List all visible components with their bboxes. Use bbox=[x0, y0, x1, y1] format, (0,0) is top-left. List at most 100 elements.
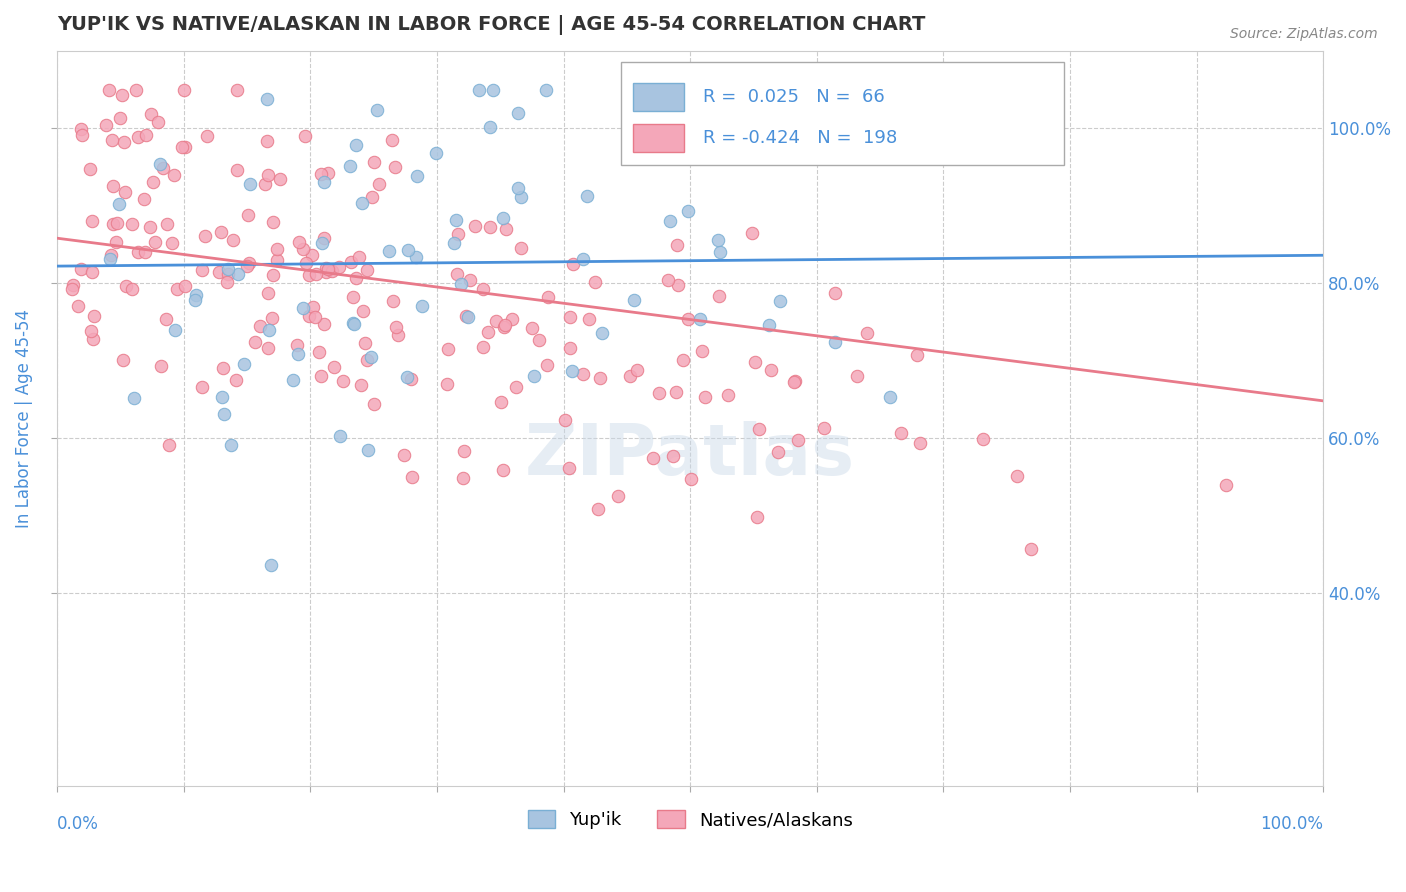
Point bbox=[191, 380, 214, 394]
Text: YUP'IK VS NATIVE/ALASKAN IN LABOR FORCE | AGE 45-54 CORRELATION CHART: YUP'IK VS NATIVE/ALASKAN IN LABOR FORCE … bbox=[58, 15, 925, 35]
Point bbox=[758, 318, 780, 332]
Point bbox=[453, 444, 475, 458]
Point bbox=[332, 375, 354, 389]
Point bbox=[259, 323, 281, 337]
Point bbox=[287, 347, 309, 361]
Point bbox=[554, 413, 576, 427]
Point bbox=[591, 326, 613, 340]
Point bbox=[262, 268, 284, 282]
Text: 0.0%: 0.0% bbox=[58, 815, 100, 833]
Point bbox=[139, 219, 162, 234]
Point bbox=[143, 235, 166, 250]
FancyBboxPatch shape bbox=[633, 83, 683, 112]
Point bbox=[101, 217, 124, 231]
Point bbox=[311, 235, 333, 250]
Point bbox=[111, 352, 134, 367]
Point bbox=[561, 364, 583, 378]
Point bbox=[294, 129, 316, 144]
Point bbox=[287, 235, 309, 250]
Point bbox=[766, 444, 789, 458]
Point bbox=[890, 425, 912, 440]
Point bbox=[281, 373, 304, 387]
Point bbox=[253, 177, 276, 191]
Point bbox=[308, 344, 330, 359]
Point bbox=[824, 286, 846, 301]
Point bbox=[619, 369, 641, 384]
Point bbox=[298, 268, 321, 283]
Point bbox=[457, 310, 479, 324]
Point bbox=[658, 213, 681, 227]
FancyBboxPatch shape bbox=[620, 62, 1064, 165]
Point bbox=[314, 175, 336, 189]
Point bbox=[315, 265, 337, 279]
Point bbox=[70, 261, 93, 276]
Point bbox=[666, 277, 689, 292]
Point bbox=[425, 146, 447, 161]
Point bbox=[211, 225, 233, 239]
Point bbox=[301, 247, 323, 261]
Point bbox=[748, 422, 770, 436]
Text: 100.0%: 100.0% bbox=[1260, 815, 1323, 833]
Point bbox=[225, 163, 247, 178]
Point bbox=[689, 311, 711, 326]
Point bbox=[707, 289, 730, 303]
Point bbox=[381, 133, 404, 147]
Point bbox=[443, 235, 465, 250]
Point bbox=[910, 436, 932, 450]
Point bbox=[396, 369, 419, 384]
Point bbox=[152, 161, 174, 175]
Point bbox=[245, 334, 267, 349]
Point bbox=[163, 168, 186, 182]
Point bbox=[586, 501, 609, 516]
Point bbox=[211, 391, 233, 405]
Point bbox=[139, 107, 162, 121]
Point bbox=[665, 385, 688, 400]
Point bbox=[396, 243, 419, 257]
Point bbox=[314, 317, 336, 331]
Point bbox=[1019, 541, 1042, 556]
Point bbox=[350, 377, 373, 392]
Point bbox=[879, 390, 901, 404]
Point bbox=[291, 243, 314, 257]
Point bbox=[444, 212, 467, 227]
Point bbox=[352, 196, 374, 211]
Point bbox=[166, 282, 188, 296]
Point bbox=[479, 120, 502, 134]
Point bbox=[458, 273, 481, 287]
Point bbox=[69, 121, 91, 136]
Point bbox=[217, 275, 239, 289]
Point bbox=[623, 293, 645, 307]
Point bbox=[672, 353, 695, 368]
Point bbox=[309, 368, 332, 383]
Point bbox=[207, 265, 229, 279]
Point bbox=[343, 317, 366, 331]
Point bbox=[236, 259, 259, 273]
Point bbox=[257, 341, 280, 355]
Point bbox=[471, 282, 494, 296]
Point bbox=[824, 335, 846, 350]
Point bbox=[134, 244, 156, 259]
Point bbox=[368, 177, 391, 191]
Point bbox=[212, 360, 235, 375]
Point bbox=[783, 376, 806, 390]
Point bbox=[98, 252, 121, 266]
Point bbox=[249, 319, 271, 334]
Point bbox=[191, 262, 214, 277]
Point bbox=[315, 260, 337, 275]
Point bbox=[66, 300, 89, 314]
Point bbox=[127, 244, 149, 259]
Point bbox=[344, 137, 367, 152]
Point bbox=[392, 448, 415, 462]
Point bbox=[142, 175, 165, 189]
Point bbox=[406, 169, 429, 184]
Point bbox=[536, 290, 558, 304]
Point bbox=[292, 301, 315, 315]
Point bbox=[536, 358, 558, 372]
Point bbox=[436, 376, 458, 391]
Point bbox=[323, 360, 346, 375]
Point bbox=[626, 362, 648, 376]
Point bbox=[124, 391, 146, 405]
Point bbox=[339, 160, 361, 174]
Point bbox=[262, 215, 284, 229]
Point bbox=[492, 211, 515, 225]
